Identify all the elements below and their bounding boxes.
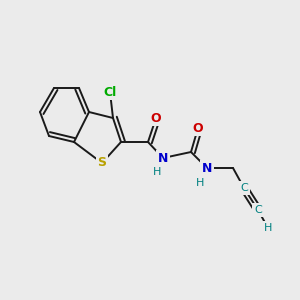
Text: Cl: Cl (103, 85, 117, 98)
Text: C: C (240, 183, 248, 193)
Text: H: H (153, 167, 161, 177)
Text: C: C (254, 205, 262, 215)
Text: N: N (158, 152, 168, 164)
Text: H: H (196, 178, 204, 188)
Text: S: S (98, 157, 106, 169)
Text: O: O (151, 112, 161, 124)
Text: N: N (202, 161, 212, 175)
Text: O: O (193, 122, 203, 134)
Text: H: H (264, 223, 272, 233)
